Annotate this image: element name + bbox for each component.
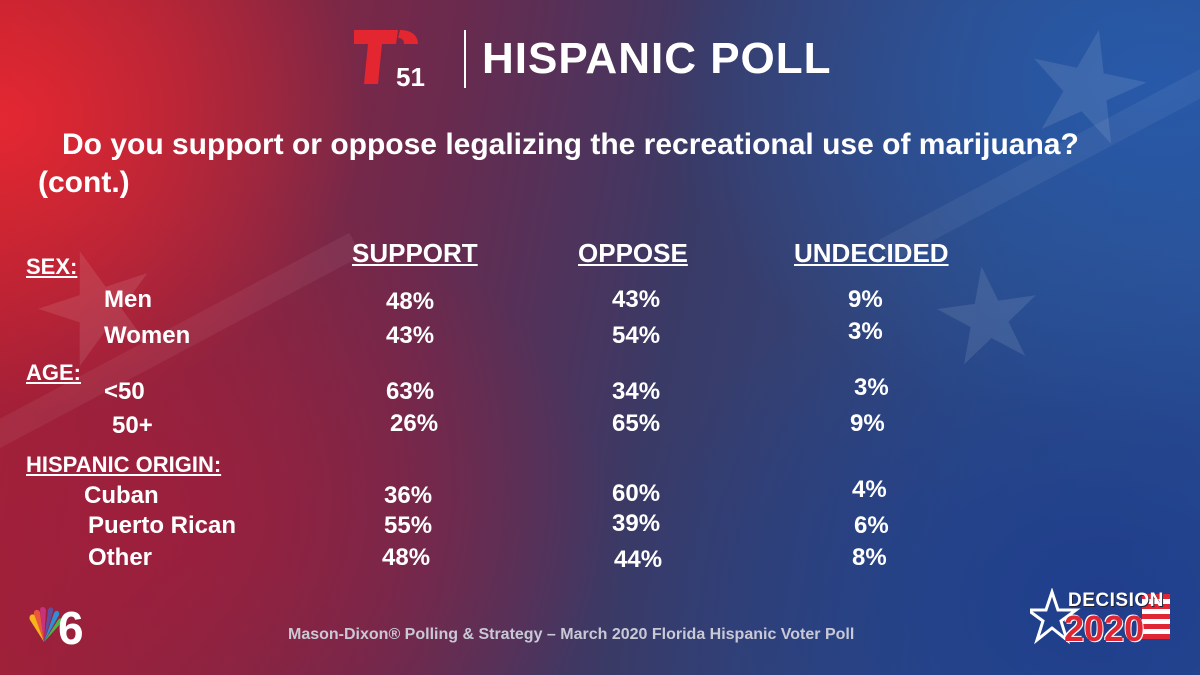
- cell-cuban-support: 36%: [384, 482, 433, 509]
- nbc-peacock-logo-icon: 6: [29, 602, 84, 646]
- cell-women-undecided: 3%: [848, 318, 883, 345]
- header-divider: [464, 30, 466, 88]
- page-title: HISPANIC POLL: [482, 34, 832, 83]
- column-header-oppose: OPPOSE: [578, 238, 688, 268]
- section-label-age: AGE:: [26, 360, 81, 385]
- decision-label: DECISION: [1068, 590, 1164, 611]
- cell-other-support: 48%: [382, 544, 431, 571]
- section-label-hispanic-origin: HISPANIC ORIGIN:: [26, 452, 222, 477]
- row-label-men: Men: [104, 286, 152, 313]
- cell-men-oppose: 43%: [612, 286, 661, 313]
- cell-puerto-rican-oppose: 39%: [612, 510, 661, 537]
- cell-under-50-undecided: 3%: [854, 374, 889, 401]
- row-label-cuban: Cuban: [84, 482, 159, 509]
- poll-question: Do you support or oppose legalizing the …: [38, 126, 1158, 202]
- cell-cuban-undecided: 4%: [852, 476, 887, 503]
- cell-50-plus-undecided: 9%: [850, 410, 885, 437]
- cell-other-oppose: 44%: [614, 546, 663, 573]
- column-header-undecided: UNDECIDED: [794, 238, 949, 268]
- question-line-1: Do you support or oppose legalizing the …: [62, 128, 1079, 161]
- cell-men-support: 48%: [386, 288, 435, 315]
- svg-text:51: 51: [396, 62, 425, 88]
- cell-puerto-rican-support: 55%: [384, 512, 433, 539]
- decision-year: 2020: [1064, 608, 1145, 649]
- row-label-50-plus: 50+: [112, 412, 153, 439]
- cell-under-50-support: 63%: [386, 378, 435, 405]
- row-label-other: Other: [88, 544, 153, 571]
- decision-2020-star-logo-icon: [1030, 588, 1170, 645]
- cell-50-plus-support: 26%: [390, 410, 439, 437]
- row-label-women: Women: [104, 322, 191, 349]
- cell-puerto-rican-undecided: 6%: [854, 512, 889, 539]
- cell-men-undecided: 9%: [848, 286, 883, 313]
- question-line-2: (cont.): [38, 166, 130, 199]
- cell-50-plus-oppose: 65%: [612, 410, 661, 437]
- svg-text:6: 6: [58, 602, 84, 646]
- cell-cuban-oppose: 60%: [612, 480, 661, 507]
- cell-women-oppose: 54%: [612, 322, 661, 349]
- cell-under-50-oppose: 34%: [612, 378, 661, 405]
- telemundo-t-logo-icon: 51: [354, 30, 425, 88]
- row-label-puerto-rican: Puerto Rican: [88, 512, 237, 539]
- section-label-sex: SEX:: [26, 254, 78, 279]
- column-header-support: SUPPORT: [352, 238, 478, 268]
- poll-source: Mason-Dixon® Polling & Strategy – March …: [288, 626, 855, 643]
- cell-other-undecided: 8%: [852, 544, 887, 571]
- row-label-under-50: <50: [104, 378, 145, 405]
- cell-women-support: 43%: [386, 322, 435, 349]
